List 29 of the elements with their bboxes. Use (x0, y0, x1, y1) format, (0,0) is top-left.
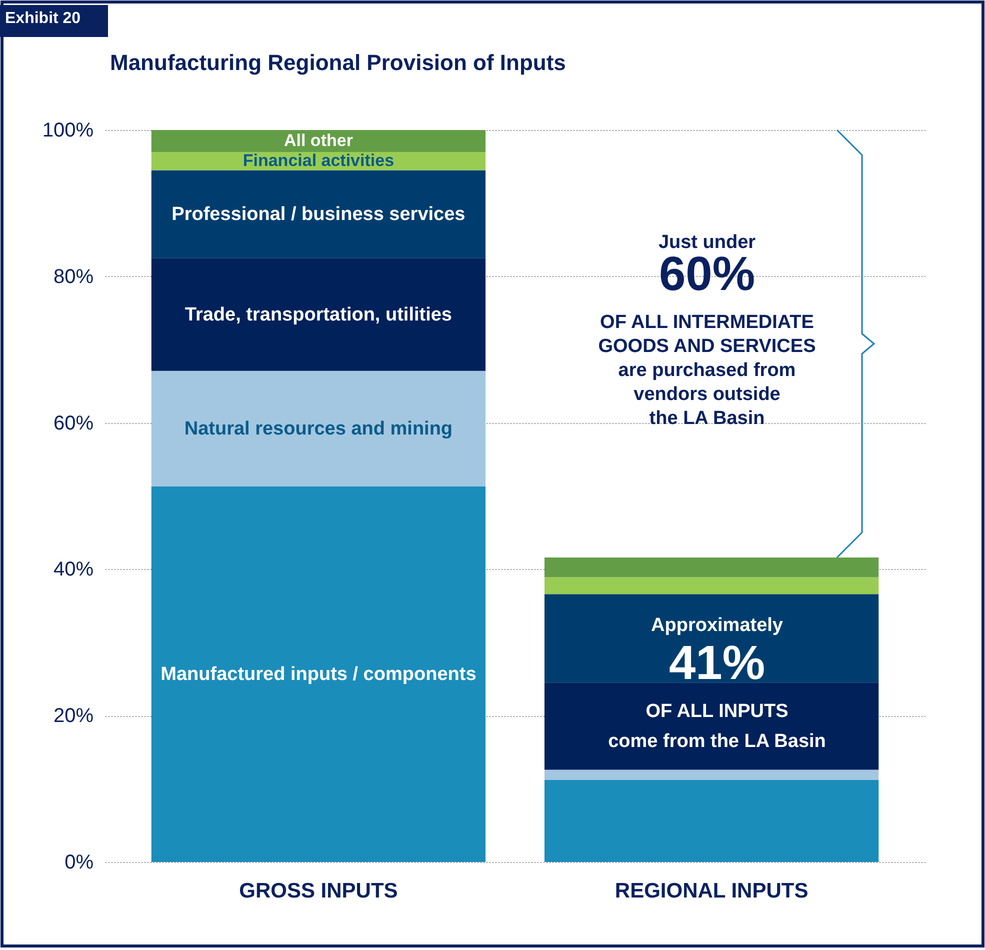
series-label: Natural resources and mining (184, 418, 453, 440)
bar (544, 577, 879, 594)
series-label: Manufactured inputs / components (160, 664, 476, 686)
bar (544, 557, 879, 578)
bar (151, 370, 486, 486)
y-tick-label: 60% (53, 412, 94, 434)
text: Exhibit 20 (5, 10, 81, 27)
series-label: Trade, transportation, utilities (184, 304, 452, 326)
chart-title: Manufacturing Regional Provision of Inputs (110, 50, 566, 75)
series-label: All other (284, 130, 354, 150)
series-label: Professional / business services (172, 204, 466, 226)
y-tick-label: 0% (64, 852, 94, 874)
bar (544, 594, 879, 683)
annotation: Just under 60% OF ALL INTERMEDIATE GOODS AND SERVICES are purchased from vendors outside the LA Basin (598, 232, 816, 429)
annotation: Approximately 41% OF ALL INPUTS come from the LA Basin (608, 615, 826, 752)
y-tick-label: 20% (53, 705, 94, 728)
bar (151, 486, 486, 862)
bar (544, 770, 879, 780)
y-tick-label: 40% (53, 558, 94, 581)
bar (151, 130, 486, 152)
y-tick-label: 80% (53, 266, 94, 288)
x-tick-label: REGIONAL INPUTS (614, 880, 808, 902)
x-tick-label: GROSS INPUTS (239, 880, 398, 902)
y-tick-label: 100% (42, 120, 94, 142)
bar (544, 780, 879, 862)
bar (151, 258, 486, 371)
bar (544, 682, 879, 770)
series-label: Financial activities (242, 151, 394, 170)
bar (151, 170, 486, 258)
